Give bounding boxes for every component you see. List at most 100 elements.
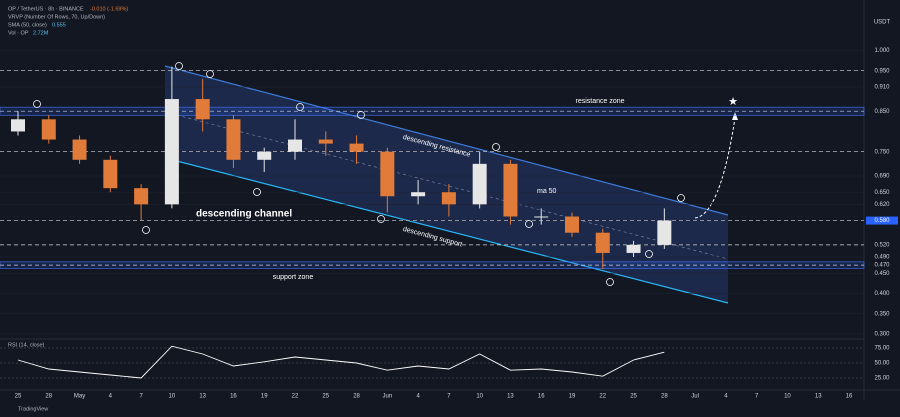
candle-body [626, 244, 641, 253]
y-tick-label: 0.520 [874, 242, 890, 248]
indicator: RSI (14, close) [8, 342, 45, 348]
rsi-line [17, 345, 665, 379]
x-tick-label: 10 [169, 394, 176, 400]
y-tick-label: 0.690 [874, 174, 890, 180]
x-tick-label: 16 [846, 394, 853, 400]
pivot [645, 250, 653, 258]
y-tick-label: 0.650 [874, 190, 890, 196]
rsi-tick-label: 75.00 [874, 346, 890, 352]
y-tick-label: 0.620 [874, 202, 890, 208]
symbol: OP / TetherUS · 8h · BINANCE [8, 6, 84, 12]
y-tick-label: 0.450 [874, 271, 890, 277]
pivot [33, 100, 41, 108]
annotation: descending channel [196, 209, 292, 220]
x-tick-label: 10 [784, 394, 791, 400]
indicator-value: 0.555 [52, 22, 66, 28]
candle-body [565, 216, 579, 233]
zone-label: support zone [273, 274, 314, 281]
y-tick-label: 0.850 [874, 109, 890, 115]
arrow-head [732, 112, 738, 120]
x-tick-label: 28 [353, 394, 360, 400]
candle-body [657, 220, 672, 245]
y-tick-label: 0.350 [874, 311, 890, 317]
pivot [677, 194, 685, 202]
change: -0.010 (-1.69%) [90, 6, 128, 12]
candle-body [134, 188, 149, 205]
price-tag [866, 216, 898, 225]
x-tick-label: 7 [755, 394, 759, 400]
pivot [253, 188, 261, 196]
x-tick-label: 7 [139, 394, 143, 400]
pivot [492, 143, 500, 151]
y-tick-label: 0.750 [874, 149, 890, 155]
candle-body [195, 99, 210, 120]
x-tick-label: 25 [15, 394, 22, 400]
star: ★ [728, 96, 738, 108]
candle-body [257, 151, 272, 160]
channel-lower [164, 157, 729, 304]
y-tick-label: 0.470 [874, 263, 890, 269]
candle-body [318, 139, 333, 144]
x-tick-label: 25 [630, 394, 637, 400]
x-tick-label: 19 [261, 394, 268, 400]
x-tick-label: 25 [322, 394, 329, 400]
candle-body [164, 99, 179, 205]
pivot [142, 226, 150, 234]
y-tick-label: 0.490 [874, 255, 890, 261]
pivot-markers [33, 62, 685, 286]
annotation: ma 50 [537, 188, 557, 195]
price-tag-label: 0.580 [874, 218, 890, 224]
x-tick-label: 16 [538, 394, 545, 400]
candle-body [349, 143, 364, 152]
candle-body [41, 119, 56, 140]
x-tick-label: May [74, 394, 85, 400]
pivot [296, 103, 304, 111]
x-tick-label: 13 [507, 394, 514, 400]
x-tick-label: 4 [109, 394, 113, 400]
indicator-value: 2.72M [33, 30, 49, 36]
indicator: Vol · OP [8, 30, 29, 36]
candle-body [534, 216, 549, 218]
candle-body [226, 119, 241, 160]
channel [165, 66, 728, 303]
rsi-tick-label: 50.00 [874, 361, 890, 367]
y-tick-label: 0.400 [874, 291, 890, 297]
x-tick-label: 22 [599, 394, 606, 400]
brand: TradingView [18, 406, 48, 412]
pivot [206, 70, 214, 78]
x-tick-label: 13 [815, 394, 822, 400]
channel-upper [164, 65, 729, 216]
x-tick-label: 7 [447, 394, 451, 400]
indicator: SMA (50, close) [8, 22, 47, 28]
x-tick-label: 13 [199, 394, 206, 400]
candle-body [103, 159, 118, 189]
x-tick-label: 22 [292, 394, 299, 400]
candle-body [380, 151, 395, 197]
y-tick-label: 0.300 [874, 332, 890, 338]
candle-body [11, 119, 25, 132]
x-tick-label: 28 [45, 394, 52, 400]
candle-body [72, 139, 87, 160]
x-tick-label: Jul [691, 394, 699, 400]
pivot [357, 111, 365, 119]
candle-body [441, 192, 456, 205]
candle-body [595, 232, 610, 253]
candle-body [472, 163, 487, 205]
channel-mid [164, 111, 729, 260]
x-tick-label: 4 [416, 394, 420, 400]
x-tick-label: 10 [476, 394, 483, 400]
candle-body [411, 192, 426, 197]
zone-label: resistance zone [575, 98, 624, 105]
currency: USDT [874, 20, 891, 26]
y-tick-label: 0.950 [874, 68, 890, 74]
x-tick-label: 28 [661, 394, 668, 400]
indicator: VRVP (Number Of Rows, 70, Up/Down) [8, 14, 105, 20]
candle-body [288, 139, 302, 152]
x-tick-label: 16 [230, 394, 237, 400]
pivot [377, 215, 385, 223]
candle-body [503, 163, 518, 217]
rsi-tick-label: 25.00 [874, 376, 890, 382]
pivot [525, 220, 533, 228]
x-tick-label: Jun [382, 394, 392, 400]
